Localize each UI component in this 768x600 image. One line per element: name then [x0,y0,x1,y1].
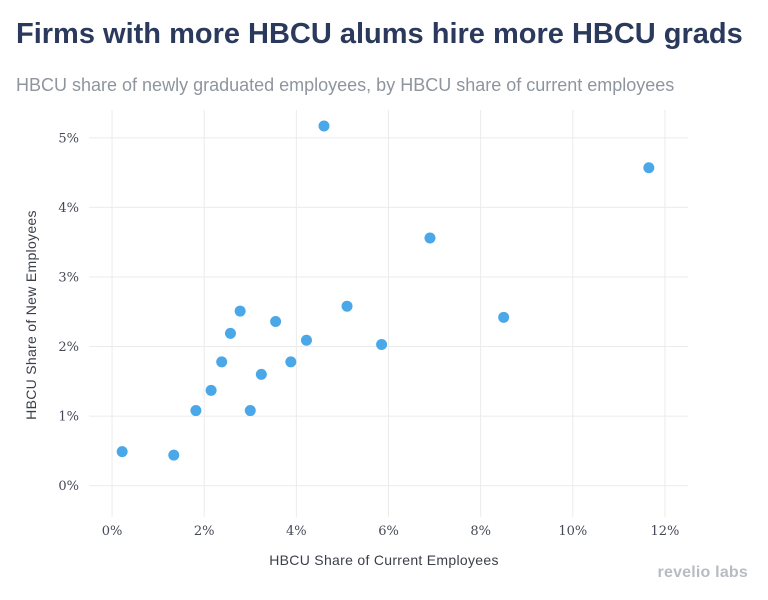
revelio-labs-logo: revelio labs [657,564,748,581]
y-tick-label: 5% [58,131,79,146]
x-tick-label: 12% [651,524,680,539]
data-points [116,120,655,461]
y-tick-label: 0% [58,479,79,494]
scatter-point[interactable] [190,405,202,417]
scatter-point[interactable] [424,232,436,244]
y-tick-label: 1% [58,410,79,425]
scatter-point[interactable] [224,327,236,339]
scatter-point[interactable] [300,334,312,346]
scatter-point[interactable] [116,446,128,458]
scatter-point[interactable] [205,384,217,396]
scatter-point[interactable] [318,120,330,132]
scatter-point[interactable] [643,162,655,174]
scatter-point[interactable] [244,405,256,417]
scatter-point[interactable] [270,316,282,328]
x-tick-label: 10% [558,524,587,539]
y-tick-label: 2% [58,340,79,355]
scatter-point[interactable] [498,311,510,323]
scatter-point[interactable] [216,356,228,368]
x-tick-label: 6% [378,524,399,539]
grid-lines [89,110,688,517]
chart-title: Firms with more HBCU alums hire more HBC… [16,18,743,50]
x-axis-ticks: 0% 2% 4% 6% 8% 10% 12% [102,524,680,539]
scatter-point[interactable] [168,449,180,461]
scatter-point[interactable] [376,338,388,350]
y-axis-ticks: 0% 1% 2% 3% 4% 5% [58,131,79,494]
y-axis-title: HBCU Share of New Employees [23,210,39,420]
y-tick-label: 3% [58,270,79,285]
x-tick-label: 0% [102,524,123,539]
x-tick-label: 2% [194,524,215,539]
chart-subtitle: HBCU share of newly graduated employees,… [16,75,675,95]
x-tick-label: 8% [470,524,491,539]
y-tick-label: 4% [58,201,79,216]
scatter-point[interactable] [341,300,353,312]
scatter-point[interactable] [285,356,297,368]
x-axis-title: HBCU Share of Current Employees [269,552,499,568]
scatter-point[interactable] [255,368,267,380]
x-tick-label: 4% [286,524,307,539]
scatter-point[interactable] [234,305,246,317]
